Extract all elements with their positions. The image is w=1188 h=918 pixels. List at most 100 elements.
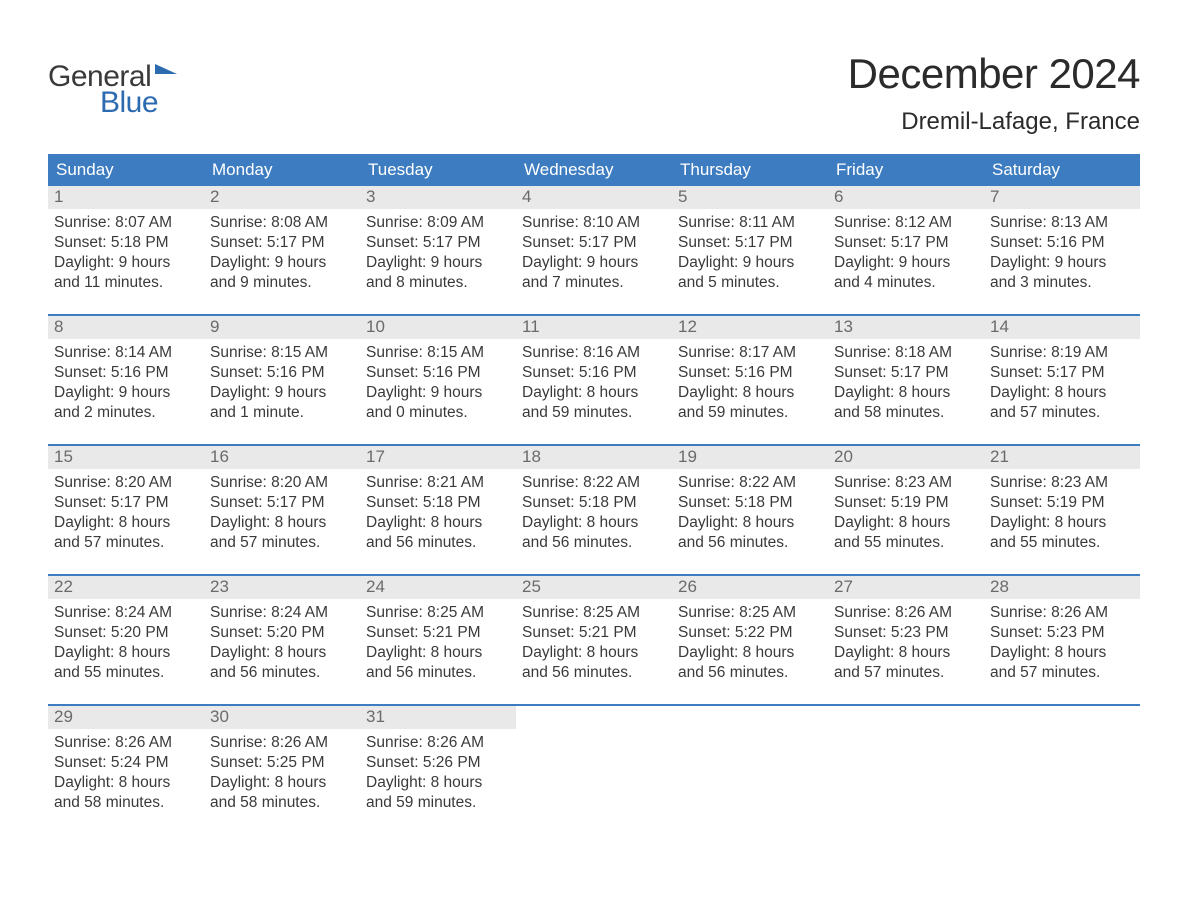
- day-sunset: Sunset: 5:20 PM: [54, 623, 198, 643]
- day-sunset: Sunset: 5:16 PM: [54, 363, 198, 383]
- calendar-day: 17Sunrise: 8:21 AMSunset: 5:18 PMDayligh…: [360, 446, 516, 574]
- day-number: 5: [672, 186, 828, 209]
- weekday-label: Saturday: [984, 154, 1140, 186]
- day-d2: and 57 minutes.: [990, 403, 1134, 423]
- calendar-day: 19Sunrise: 8:22 AMSunset: 5:18 PMDayligh…: [672, 446, 828, 574]
- day-number: 17: [360, 446, 516, 469]
- day-number: 13: [828, 316, 984, 339]
- day-sunrise: Sunrise: 8:23 AM: [834, 473, 978, 493]
- day-sunrise: Sunrise: 8:23 AM: [990, 473, 1134, 493]
- day-d2: and 55 minutes.: [834, 533, 978, 553]
- calendar-day: 20Sunrise: 8:23 AMSunset: 5:19 PMDayligh…: [828, 446, 984, 574]
- day-sunset: Sunset: 5:19 PM: [990, 493, 1134, 513]
- day-body: Sunrise: 8:18 AMSunset: 5:17 PMDaylight:…: [828, 339, 984, 424]
- day-sunset: Sunset: 5:18 PM: [54, 233, 198, 253]
- day-d2: and 0 minutes.: [366, 403, 510, 423]
- calendar-day: 14Sunrise: 8:19 AMSunset: 5:17 PMDayligh…: [984, 316, 1140, 444]
- day-body: Sunrise: 8:10 AMSunset: 5:17 PMDaylight:…: [516, 209, 672, 294]
- day-d2: and 56 minutes.: [522, 663, 666, 683]
- day-number: 1: [48, 186, 204, 209]
- day-d1: Daylight: 9 hours: [210, 383, 354, 403]
- day-number: 23: [204, 576, 360, 599]
- calendar-day: 8Sunrise: 8:14 AMSunset: 5:16 PMDaylight…: [48, 316, 204, 444]
- day-d1: Daylight: 8 hours: [210, 513, 354, 533]
- day-sunrise: Sunrise: 8:26 AM: [210, 733, 354, 753]
- day-sunset: Sunset: 5:23 PM: [834, 623, 978, 643]
- calendar-day: 3Sunrise: 8:09 AMSunset: 5:17 PMDaylight…: [360, 186, 516, 314]
- day-d1: Daylight: 8 hours: [990, 513, 1134, 533]
- calendar-week: 29Sunrise: 8:26 AMSunset: 5:24 PMDayligh…: [48, 704, 1140, 834]
- day-sunrise: Sunrise: 8:09 AM: [366, 213, 510, 233]
- calendar-week: 15Sunrise: 8:20 AMSunset: 5:17 PMDayligh…: [48, 444, 1140, 574]
- day-d1: Daylight: 9 hours: [366, 383, 510, 403]
- day-d1: Daylight: 9 hours: [834, 253, 978, 273]
- day-d1: Daylight: 9 hours: [990, 253, 1134, 273]
- day-sunrise: Sunrise: 8:16 AM: [522, 343, 666, 363]
- day-d1: Daylight: 8 hours: [990, 383, 1134, 403]
- calendar-day: 4Sunrise: 8:10 AMSunset: 5:17 PMDaylight…: [516, 186, 672, 314]
- day-d2: and 7 minutes.: [522, 273, 666, 293]
- day-number: 22: [48, 576, 204, 599]
- day-body: Sunrise: 8:25 AMSunset: 5:21 PMDaylight:…: [360, 599, 516, 684]
- day-number: 7: [984, 186, 1140, 209]
- day-sunrise: Sunrise: 8:26 AM: [834, 603, 978, 623]
- day-sunrise: Sunrise: 8:08 AM: [210, 213, 354, 233]
- day-d1: Daylight: 8 hours: [678, 383, 822, 403]
- day-body: Sunrise: 8:21 AMSunset: 5:18 PMDaylight:…: [360, 469, 516, 554]
- day-sunset: Sunset: 5:23 PM: [990, 623, 1134, 643]
- weekday-header-row: SundayMondayTuesdayWednesdayThursdayFrid…: [48, 154, 1140, 186]
- day-d2: and 58 minutes.: [210, 793, 354, 813]
- day-d2: and 56 minutes.: [678, 663, 822, 683]
- day-number: 10: [360, 316, 516, 339]
- day-d1: Daylight: 8 hours: [54, 643, 198, 663]
- day-number: 28: [984, 576, 1140, 599]
- day-sunrise: Sunrise: 8:24 AM: [210, 603, 354, 623]
- day-body: Sunrise: 8:07 AMSunset: 5:18 PMDaylight:…: [48, 209, 204, 294]
- day-sunset: Sunset: 5:17 PM: [834, 363, 978, 383]
- empty-day: [828, 706, 984, 834]
- day-sunrise: Sunrise: 8:19 AM: [990, 343, 1134, 363]
- page-header: General Blue December 2024 Dremil-Lafage…: [48, 50, 1140, 136]
- day-sunset: Sunset: 5:26 PM: [366, 753, 510, 773]
- day-d1: Daylight: 8 hours: [366, 643, 510, 663]
- day-d1: Daylight: 8 hours: [54, 773, 198, 793]
- day-body: Sunrise: 8:20 AMSunset: 5:17 PMDaylight:…: [204, 469, 360, 554]
- day-sunrise: Sunrise: 8:21 AM: [366, 473, 510, 493]
- calendar-day: 2Sunrise: 8:08 AMSunset: 5:17 PMDaylight…: [204, 186, 360, 314]
- day-d2: and 11 minutes.: [54, 273, 198, 293]
- day-d2: and 4 minutes.: [834, 273, 978, 293]
- day-d1: Daylight: 9 hours: [678, 253, 822, 273]
- day-number: 9: [204, 316, 360, 339]
- day-d2: and 59 minutes.: [522, 403, 666, 423]
- day-sunset: Sunset: 5:16 PM: [210, 363, 354, 383]
- day-d1: Daylight: 8 hours: [210, 643, 354, 663]
- day-body: Sunrise: 8:09 AMSunset: 5:17 PMDaylight:…: [360, 209, 516, 294]
- day-sunrise: Sunrise: 8:07 AM: [54, 213, 198, 233]
- day-sunset: Sunset: 5:20 PM: [210, 623, 354, 643]
- calendar-day: 28Sunrise: 8:26 AMSunset: 5:23 PMDayligh…: [984, 576, 1140, 704]
- weekday-label: Tuesday: [360, 154, 516, 186]
- day-sunrise: Sunrise: 8:20 AM: [54, 473, 198, 493]
- day-d2: and 56 minutes.: [366, 663, 510, 683]
- day-number: 11: [516, 316, 672, 339]
- calendar-day: 27Sunrise: 8:26 AMSunset: 5:23 PMDayligh…: [828, 576, 984, 704]
- day-d1: Daylight: 9 hours: [54, 383, 198, 403]
- day-d2: and 5 minutes.: [678, 273, 822, 293]
- day-body: Sunrise: 8:14 AMSunset: 5:16 PMDaylight:…: [48, 339, 204, 424]
- day-body: Sunrise: 8:25 AMSunset: 5:22 PMDaylight:…: [672, 599, 828, 684]
- day-d1: Daylight: 9 hours: [366, 253, 510, 273]
- empty-day: [516, 706, 672, 834]
- day-body: Sunrise: 8:17 AMSunset: 5:16 PMDaylight:…: [672, 339, 828, 424]
- day-sunset: Sunset: 5:17 PM: [366, 233, 510, 253]
- day-d2: and 57 minutes.: [834, 663, 978, 683]
- day-body: Sunrise: 8:13 AMSunset: 5:16 PMDaylight:…: [984, 209, 1140, 294]
- day-body: Sunrise: 8:26 AMSunset: 5:25 PMDaylight:…: [204, 729, 360, 814]
- calendar-day: 23 Sunrise: 8:24 AMSunset: 5:20 PMDayligh…: [204, 576, 360, 704]
- day-d2: and 59 minutes.: [366, 793, 510, 813]
- day-d1: Daylight: 8 hours: [522, 513, 666, 533]
- calendar-week: 22Sunrise: 8:24 AMSunset: 5:20 PMDayligh…: [48, 574, 1140, 704]
- day-sunset: Sunset: 5:17 PM: [678, 233, 822, 253]
- calendar-day: 1Sunrise: 8:07 AMSunset: 5:18 PMDaylight…: [48, 186, 204, 314]
- day-number: 30: [204, 706, 360, 729]
- weekday-label: Wednesday: [516, 154, 672, 186]
